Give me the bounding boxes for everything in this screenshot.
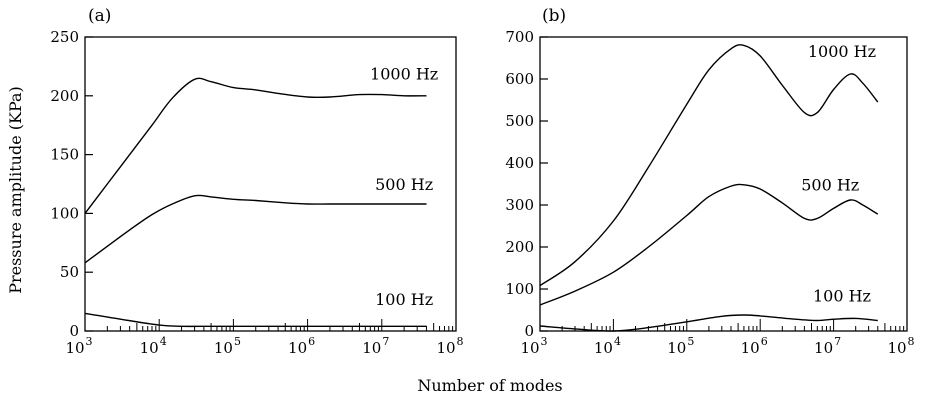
y-tick-label: 250 bbox=[50, 28, 79, 46]
y-tick-label: 400 bbox=[505, 154, 534, 172]
series-label: 100 Hz bbox=[813, 287, 871, 306]
y-tick-label: 300 bbox=[505, 196, 534, 214]
chart-panel-a: (a) 0 50 100 150 200 250 103 104 105 106 107 108 100… bbox=[50, 6, 463, 357]
x-tick-label: 104 bbox=[594, 335, 621, 357]
series-line-100hz bbox=[84, 312, 427, 328]
x-tick-label: 104 bbox=[140, 335, 167, 357]
y-tick-label: 200 bbox=[50, 87, 79, 105]
y-tick-label: 100 bbox=[505, 280, 534, 298]
series-line-500hz bbox=[84, 194, 427, 264]
x-tick-label: 103 bbox=[520, 335, 547, 357]
y-axis-title: Pressure amplitude (KPa) bbox=[6, 86, 25, 294]
x-tick-label: 106 bbox=[741, 335, 768, 357]
x-tick-label: 105 bbox=[667, 335, 694, 357]
plot-frame bbox=[539, 36, 908, 332]
x-axis-title: Number of modes bbox=[417, 376, 562, 395]
series-label: 500 Hz bbox=[801, 175, 859, 194]
y-tick-label: 0 bbox=[524, 322, 534, 340]
series-label: 100 Hz bbox=[375, 290, 433, 309]
y-tick-label: 200 bbox=[505, 238, 534, 256]
y-tick-label: 600 bbox=[505, 70, 534, 88]
panel-label-a: (a) bbox=[88, 6, 111, 26]
y-tick-label: 150 bbox=[50, 146, 79, 164]
y-tick-label: 100 bbox=[50, 204, 79, 222]
series-line-100hz bbox=[539, 314, 878, 332]
series-line-1000hz bbox=[84, 77, 427, 214]
series-label: 1000 Hz bbox=[370, 64, 438, 83]
y-tick-label: 50 bbox=[60, 263, 79, 281]
series-label: 500 Hz bbox=[375, 175, 433, 194]
series-label: 1000 Hz bbox=[808, 42, 876, 61]
chart-panel-b: (b) 0 100 200 300 400 500 600 700 103 104 105 106 10… bbox=[505, 6, 914, 357]
x-tick-label: 108 bbox=[887, 335, 914, 357]
panel-label-b: (b) bbox=[542, 6, 566, 26]
plot-frame bbox=[84, 36, 457, 332]
x-tick-label: 107 bbox=[362, 335, 389, 357]
x-tick-label: 107 bbox=[814, 335, 841, 357]
x-tick-label: 108 bbox=[436, 335, 463, 357]
series-line-1000hz bbox=[539, 44, 879, 287]
series-line-500hz bbox=[539, 183, 879, 306]
y-tick-label: 700 bbox=[505, 28, 534, 46]
y-tick-label: 0 bbox=[69, 322, 79, 340]
x-tick-label: 105 bbox=[214, 335, 241, 357]
y-tick-label: 500 bbox=[505, 112, 534, 130]
x-tick-label: 103 bbox=[65, 335, 92, 357]
x-tick-label: 106 bbox=[288, 335, 315, 357]
